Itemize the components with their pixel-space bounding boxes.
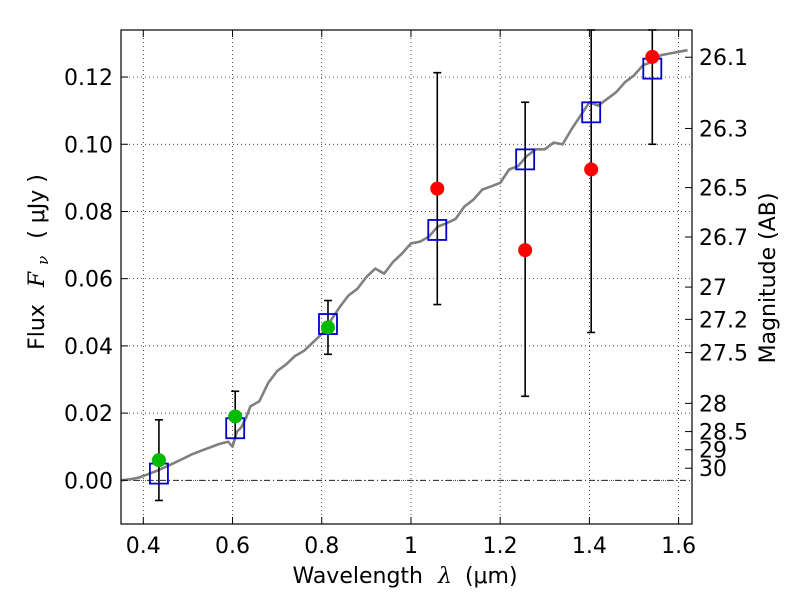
marker-layer bbox=[149, 49, 663, 485]
right-tick-label: 26.5 bbox=[699, 177, 748, 202]
observed-flux-point bbox=[320, 320, 335, 335]
model-photometry-square bbox=[515, 148, 536, 171]
right-tick-label: 26.3 bbox=[699, 117, 748, 142]
right-tick-label: 26.1 bbox=[699, 46, 748, 71]
y-tick-label: 0.08 bbox=[64, 200, 113, 225]
right-tick-label: 29 bbox=[699, 439, 727, 464]
observed-flux-point bbox=[645, 49, 660, 64]
y-axis-label-right: Magnitude (AB) bbox=[756, 193, 781, 364]
x-tick-label: 1.6 bbox=[661, 534, 696, 559]
observed-flux-point bbox=[584, 162, 599, 177]
y-tick-label: 0.06 bbox=[64, 268, 113, 293]
right-tick-label: 28.5 bbox=[699, 421, 748, 446]
y-axis-label-word: Flux bbox=[25, 304, 50, 350]
x-tick-labels: 0.4 0.6 0.8 1 1.2 1.4 1.6 bbox=[126, 534, 696, 559]
observed-flux-point bbox=[518, 243, 533, 258]
y-tick-labels: 0.00 0.02 0.04 0.06 0.08 0.10 0.12 bbox=[64, 66, 113, 494]
model-photometry-square bbox=[581, 101, 602, 124]
y-tick-label: 0.02 bbox=[64, 402, 113, 427]
x-tick-label: 0.8 bbox=[304, 534, 339, 559]
right-tick-label: 26.7 bbox=[699, 226, 748, 251]
x-axis-label-word: Wavelength bbox=[292, 564, 423, 589]
x-tick-label: 1 bbox=[404, 534, 418, 559]
x-axis-label-symbol: λ bbox=[437, 564, 452, 589]
y-axis-label-unit: ( μJy ) bbox=[25, 174, 50, 239]
x-tick-label: 0.4 bbox=[126, 534, 161, 559]
y-axis-label-symbol: F bbox=[25, 271, 50, 288]
model-photometry-square bbox=[427, 219, 448, 241]
y-tick-label: 0.04 bbox=[64, 335, 113, 360]
tick-marks bbox=[121, 30, 692, 524]
y-tick-label: 0.00 bbox=[64, 469, 113, 494]
right-tick-label: 28 bbox=[699, 392, 727, 417]
observed-flux-point bbox=[430, 181, 445, 196]
observed-flux-point bbox=[151, 453, 166, 468]
plot-frame bbox=[120, 29, 693, 525]
right-tick-label: 27 bbox=[699, 276, 727, 301]
observed-flux-point bbox=[228, 409, 243, 424]
x-axis-label-unit: (μm) bbox=[465, 564, 518, 589]
x-tick-label: 1.2 bbox=[483, 534, 518, 559]
y-axis-label-subscript: ν bbox=[34, 256, 52, 265]
right-tick-label: 27.2 bbox=[699, 308, 748, 333]
y-tick-label: 0.10 bbox=[64, 133, 113, 158]
x-tick-label: 1.4 bbox=[572, 534, 607, 559]
x-tick-label: 0.6 bbox=[215, 534, 250, 559]
right-tick-label: 27.5 bbox=[699, 342, 748, 367]
right-tick-label: 30 bbox=[699, 457, 727, 482]
y-tick-label: 0.12 bbox=[64, 66, 113, 91]
x-axis-label: Wavelength λ (μm) bbox=[292, 564, 517, 589]
y-axis-label-left: Flux F ν ( μJy ) bbox=[25, 174, 54, 350]
